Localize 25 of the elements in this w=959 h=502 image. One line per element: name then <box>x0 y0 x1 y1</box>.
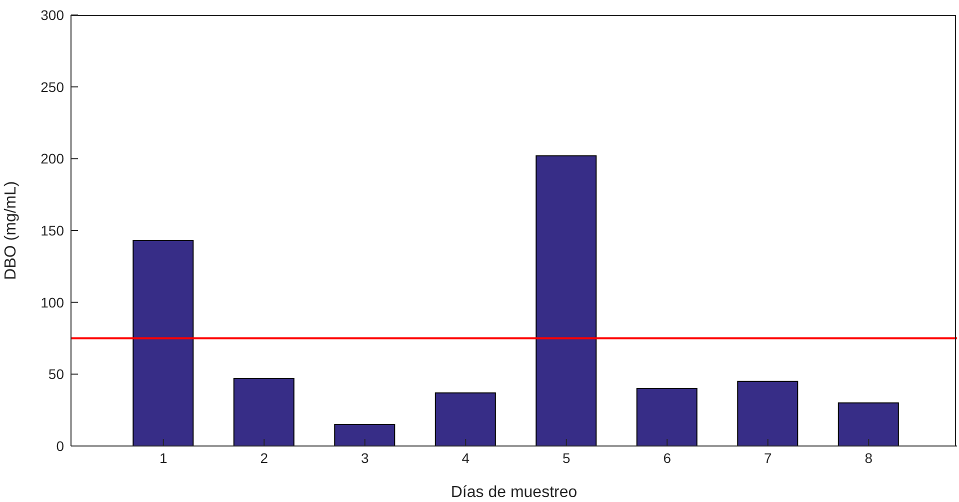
x-axis-title: Días de muestreo <box>450 484 578 501</box>
x-tick-label: 5 <box>562 450 570 466</box>
x-tick-label: 4 <box>462 450 470 466</box>
bar <box>132 240 194 446</box>
y-tick-label: 300 <box>40 6 64 23</box>
x-tick-label: 8 <box>864 450 873 466</box>
y-tick-label: 0 <box>56 438 64 454</box>
x-tick-label: 3 <box>360 450 369 466</box>
bar <box>636 388 698 446</box>
x-tick-label: 2 <box>260 450 268 466</box>
bar <box>536 155 597 446</box>
x-tick-label: 6 <box>663 450 672 466</box>
y-tick-label: 100 <box>40 294 64 310</box>
y-tick-label: 50 <box>48 366 64 382</box>
bar <box>838 402 899 446</box>
y-tick-label: 150 <box>40 222 64 238</box>
y-axis-title: DBO (mg/mL) <box>2 181 20 280</box>
bar <box>737 380 798 446</box>
bar <box>233 378 294 446</box>
y-tick-label: 250 <box>40 78 64 95</box>
x-tick-label: 1 <box>159 450 168 466</box>
y-tick-label: 200 <box>40 150 64 167</box>
bar <box>334 424 396 446</box>
bar <box>434 392 496 446</box>
x-tick-label: 7 <box>764 450 772 466</box>
